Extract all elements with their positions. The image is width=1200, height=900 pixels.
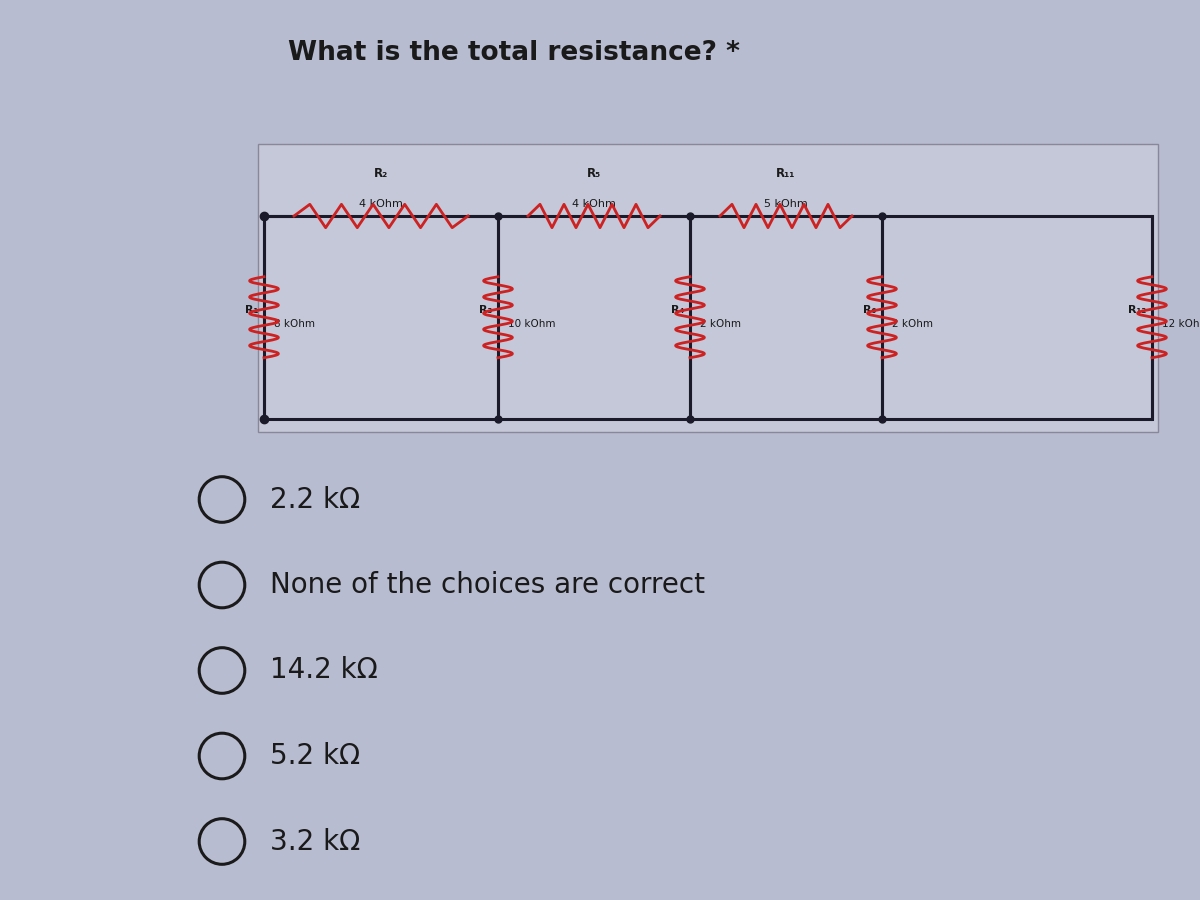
Text: 2 kOhm: 2 kOhm xyxy=(700,320,740,329)
Text: R₂: R₂ xyxy=(374,167,388,180)
Text: R₅: R₅ xyxy=(587,167,601,180)
Text: 2 kOhm: 2 kOhm xyxy=(892,320,932,329)
Text: R₁₁: R₁₁ xyxy=(776,167,796,180)
Text: 12 kOhm: 12 kOhm xyxy=(1162,320,1200,329)
Text: 4 kOhm: 4 kOhm xyxy=(359,199,403,209)
Text: 8 kOhm: 8 kOhm xyxy=(274,320,314,329)
Text: 14.2 kΩ: 14.2 kΩ xyxy=(270,656,378,685)
Text: 5.2 kΩ: 5.2 kΩ xyxy=(270,742,360,770)
Text: R₄: R₄ xyxy=(671,305,684,315)
Text: R₁: R₁ xyxy=(245,305,258,315)
Text: 5 kOhm: 5 kOhm xyxy=(764,199,808,209)
Text: 3.2 kΩ: 3.2 kΩ xyxy=(270,827,360,856)
Text: 2.2 kΩ: 2.2 kΩ xyxy=(270,485,360,514)
Text: R₃: R₃ xyxy=(479,305,492,315)
Text: 10 kOhm: 10 kOhm xyxy=(508,320,556,329)
Text: 4 kOhm: 4 kOhm xyxy=(572,199,616,209)
Text: R₆: R₆ xyxy=(863,305,876,315)
Text: R₁₂: R₁₂ xyxy=(1128,305,1146,315)
Text: None of the choices are correct: None of the choices are correct xyxy=(270,571,706,599)
FancyBboxPatch shape xyxy=(258,144,1158,432)
Text: What is the total resistance? *: What is the total resistance? * xyxy=(288,40,740,67)
